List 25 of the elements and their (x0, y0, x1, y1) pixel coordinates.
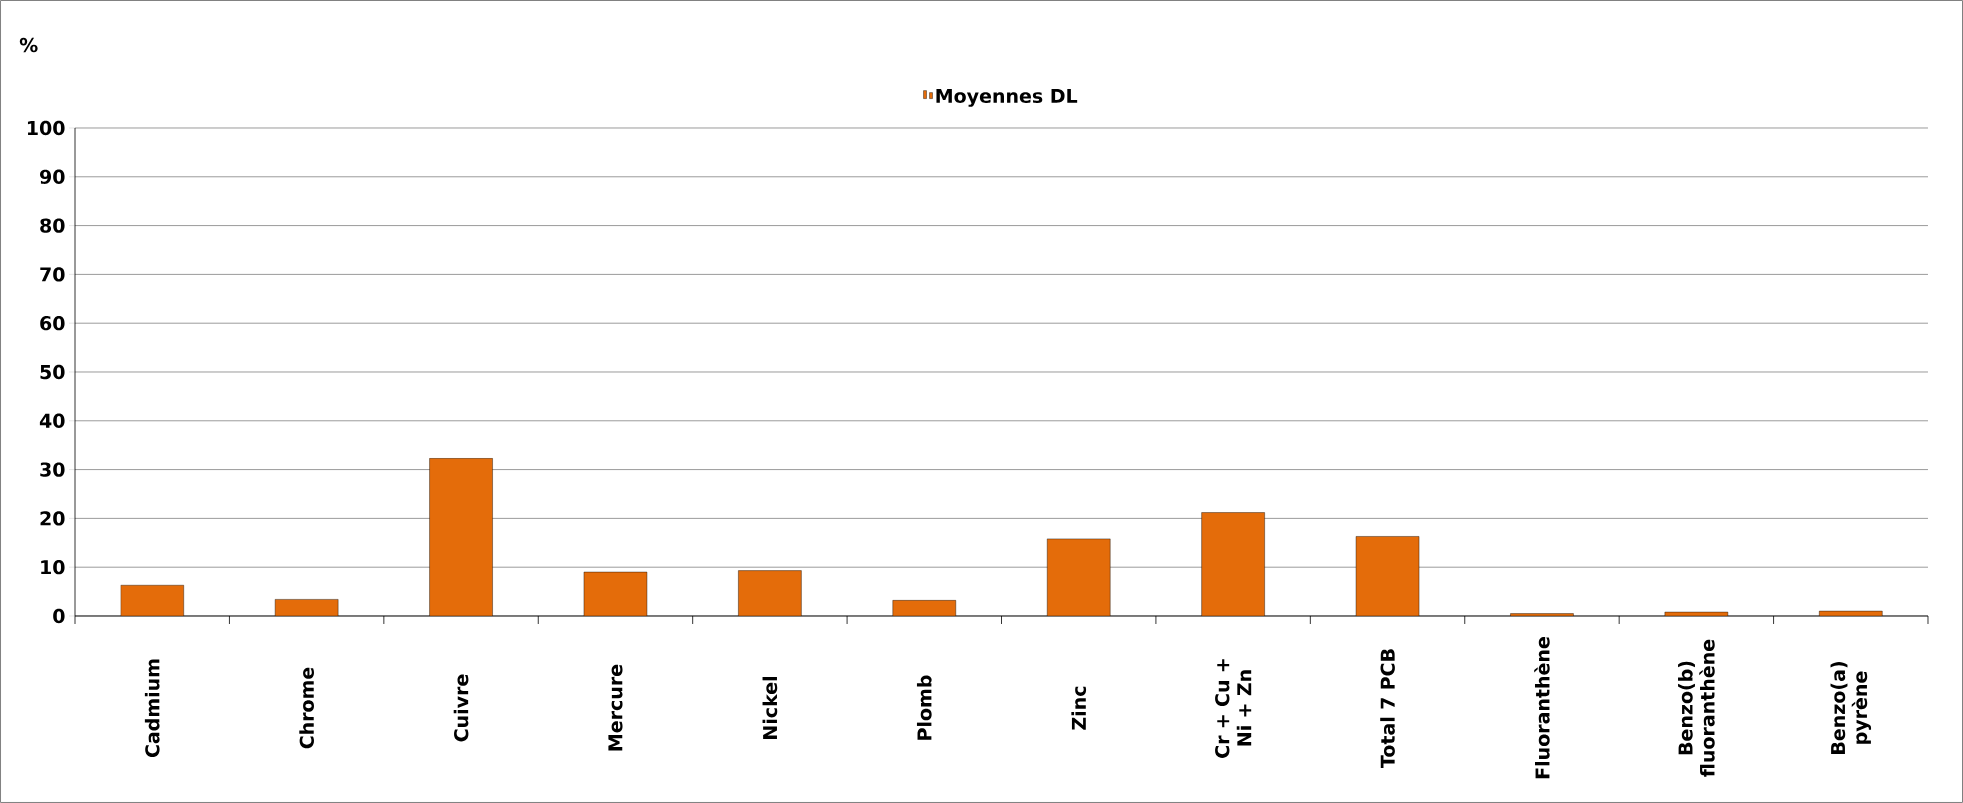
y-tick-label: 30 (40, 462, 65, 477)
x-tick-label: Zinc (1071, 686, 1087, 730)
x-tick-label: Mercure (608, 664, 623, 751)
x-tick-label: Total 7 PCB (1380, 649, 1395, 768)
y-tick-label: 40 (39, 413, 65, 428)
legend-label: Moyennes DL (936, 88, 1078, 107)
x-tick-label: Cuivre (453, 674, 469, 742)
x-tick-label: Cadmium (144, 659, 160, 758)
x-tick-label: Benzo(a) pyrène (1830, 662, 1872, 754)
y-tick-label: 20 (40, 511, 65, 526)
y-tick-label: 70 (40, 267, 65, 282)
x-tick-label: Chrome (299, 667, 314, 749)
y-tick-label: 10 (41, 560, 65, 575)
y-axis-title: % (19, 37, 38, 53)
x-tick-label: Plomb (916, 675, 932, 740)
y-tick-label: 90 (40, 169, 65, 184)
x-tick-label: Cr + Cu + Ni + Zn (1215, 659, 1252, 758)
y-tick-label: 100 (27, 120, 65, 136)
y-tick-label: 80 (40, 218, 65, 233)
x-tick-label: Nickel (762, 677, 778, 739)
x-tick-label: Fluoranthène (1534, 637, 1550, 779)
y-tick-label: 50 (40, 364, 65, 380)
y-tick-label: 0 (53, 608, 65, 624)
x-tick-label: Benzo(b) fluoranthène (1678, 639, 1715, 777)
y-tick-label: 60 (40, 316, 65, 331)
